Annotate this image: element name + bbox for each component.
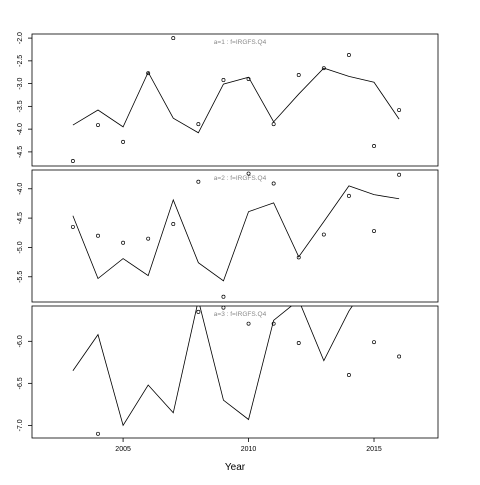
y-tick-label: -6.0 — [17, 335, 24, 347]
data-point — [121, 240, 126, 245]
panel-title: a=2 : f=IRGFS.Q4 — [214, 175, 267, 182]
data-point — [346, 372, 351, 377]
data-point — [246, 321, 251, 326]
data-point — [372, 340, 376, 345]
data-point — [321, 66, 326, 71]
plot-area — [72, 306, 402, 436]
data-point — [146, 71, 151, 76]
data-point — [397, 108, 402, 112]
data-point — [171, 222, 176, 226]
data-point — [321, 232, 326, 237]
data-point — [296, 255, 301, 260]
data-point — [70, 224, 75, 229]
data-point — [96, 123, 100, 127]
series-line — [72, 185, 400, 282]
series-line — [72, 306, 353, 427]
y-tick-label: -3.5 — [17, 100, 24, 112]
data-point — [70, 159, 75, 163]
y-tick-label: -4.0 — [17, 183, 24, 195]
data-point — [196, 122, 201, 127]
data-point — [346, 52, 351, 57]
data-point — [296, 73, 301, 77]
panel-frame — [31, 305, 439, 439]
data-point — [96, 233, 100, 238]
data-point — [346, 193, 351, 198]
x-tick-label: 2005 — [115, 446, 131, 453]
y-tick-label: -6.5 — [17, 377, 24, 389]
data-point — [296, 341, 301, 345]
y-tick-label: -4.0 — [17, 123, 24, 135]
series-line — [72, 67, 400, 134]
panel-title: a=1 : f=IRGFS.Q4 — [214, 39, 267, 46]
x-tick-label: 2015 — [366, 446, 382, 453]
data-point — [221, 294, 226, 299]
data-point — [196, 179, 201, 184]
data-point — [397, 354, 402, 359]
y-tick-label: -2.5 — [17, 55, 24, 67]
panel-frame — [31, 33, 439, 167]
data-point — [246, 77, 251, 82]
data-point — [397, 172, 402, 177]
data-point — [221, 306, 226, 310]
data-point — [372, 229, 376, 233]
data-point — [196, 309, 201, 314]
data-point — [221, 78, 226, 82]
data-point — [121, 139, 126, 144]
y-tick-label: -5.0 — [17, 241, 24, 253]
x-tick-label: 2010 — [241, 446, 257, 453]
panel-title: a=3 : f=IRGFS.Q4 — [214, 311, 267, 318]
y-tick-label: -3.0 — [17, 77, 24, 89]
data-point — [271, 122, 276, 127]
y-tick-label: -7.0 — [17, 419, 24, 431]
y-tick-label: -4.5 — [17, 146, 24, 158]
data-point — [171, 36, 176, 41]
y-tick-label: -5.5 — [17, 271, 24, 283]
data-point — [246, 171, 251, 176]
panel-frame — [31, 169, 439, 303]
plot-area — [70, 36, 402, 163]
data-point — [96, 431, 100, 436]
plot-area — [70, 171, 402, 299]
data-point — [271, 181, 276, 186]
y-tick-label: -2.0 — [17, 32, 24, 44]
data-point — [372, 144, 376, 148]
x-axis-label: Year — [225, 462, 246, 473]
data-point — [146, 236, 151, 241]
data-point — [271, 321, 276, 326]
y-tick-label: -4.5 — [17, 212, 24, 224]
